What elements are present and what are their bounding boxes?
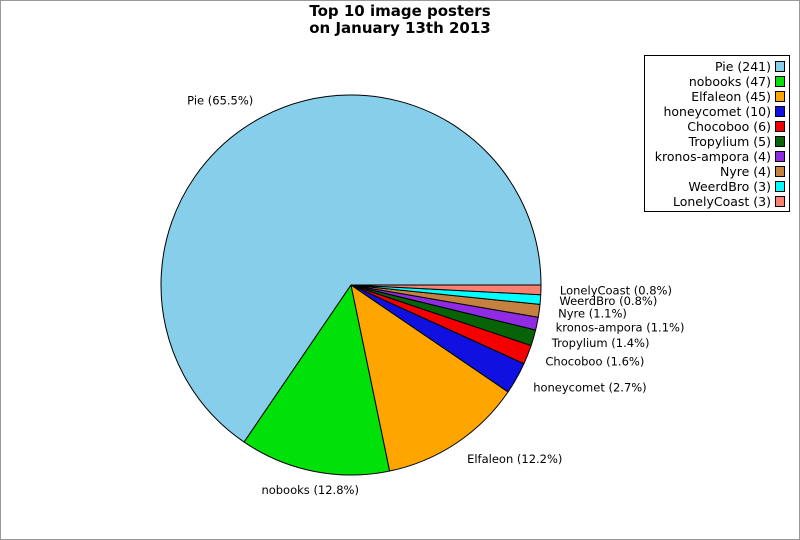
legend-item-kronos-ampora: kronos-ampora (4) bbox=[647, 149, 785, 164]
legend-swatch-Elfaleon bbox=[775, 90, 785, 102]
legend-swatch-kronos-ampora bbox=[775, 150, 785, 162]
slice-label-Chocoboo: Chocoboo (1.6%) bbox=[545, 355, 644, 369]
legend-item-Nyre: Nyre (4) bbox=[647, 164, 785, 179]
legend-swatch-Tropylium bbox=[775, 135, 785, 147]
legend-swatch-LonelyCoast bbox=[775, 195, 785, 207]
legend-label-honeycomet: honeycomet (10) bbox=[663, 103, 771, 119]
pie-slice-Elfaleon bbox=[350, 284, 509, 472]
legend-label-LonelyCoast: LonelyCoast (3) bbox=[672, 193, 771, 209]
legend-item-LonelyCoast: LonelyCoast (3) bbox=[647, 194, 785, 209]
legend-label-nobooks: nobooks (47) bbox=[688, 73, 771, 89]
pie-slice-nobooks bbox=[243, 284, 391, 476]
slice-label-Tropylium: Tropylium (1.4%) bbox=[551, 336, 650, 350]
pie-slice-Pie bbox=[160, 94, 542, 443]
legend-item-WeerdBro: WeerdBro (3) bbox=[647, 179, 785, 194]
legend: Pie (241) nobooks (47) Elfaleon (45) honeyc… bbox=[644, 55, 790, 212]
pie-slice-LonelyCoast bbox=[350, 284, 542, 296]
legend-swatch-Nyre bbox=[775, 165, 785, 177]
legend-label-WeerdBro: WeerdBro (3) bbox=[688, 178, 771, 194]
slice-label-Elfaleon: Elfaleon (12.2%) bbox=[467, 452, 562, 466]
legend-item-nobooks: nobooks (47) bbox=[647, 74, 785, 89]
slice-label-honeycomet: honeycomet (2.7%) bbox=[533, 380, 646, 394]
slice-label-WeerdBro: WeerdBro (0.8%) bbox=[559, 294, 657, 308]
chart-title: Top 10 image posters on January 13th 201… bbox=[0, 3, 800, 37]
legend-swatch-Chocoboo bbox=[775, 120, 785, 132]
legend-label-Elfaleon: Elfaleon (45) bbox=[691, 88, 771, 104]
chart-title-line2: on January 13th 2013 bbox=[309, 19, 491, 37]
slice-label-LonelyCoast: LonelyCoast (0.8%) bbox=[560, 283, 672, 297]
slice-label-Nyre: Nyre (1.1%) bbox=[558, 307, 627, 321]
legend-item-Pie: Pie (241) bbox=[647, 59, 785, 74]
legend-label-Tropylium: Tropylium (5) bbox=[688, 133, 771, 149]
legend-label-Nyre: Nyre (4) bbox=[720, 163, 771, 179]
legend-swatch-Pie bbox=[775, 60, 785, 72]
slice-label-kronos-ampora: kronos-ampora (1.1%) bbox=[556, 321, 685, 335]
slice-label-Pie: Pie (65.5%) bbox=[187, 93, 253, 107]
legend-swatch-WeerdBro bbox=[775, 180, 785, 192]
legend-swatch-nobooks bbox=[775, 75, 785, 87]
legend-item-honeycomet: honeycomet (10) bbox=[647, 104, 785, 119]
legend-label-kronos-ampora: kronos-ampora (4) bbox=[654, 148, 771, 164]
slice-label-nobooks: nobooks (12.8%) bbox=[261, 483, 359, 497]
legend-label-Pie: Pie (241) bbox=[714, 58, 771, 74]
legend-item-Elfaleon: Elfaleon (45) bbox=[647, 89, 785, 104]
legend-item-Tropylium: Tropylium (5) bbox=[647, 134, 785, 149]
legend-swatch-honeycomet bbox=[775, 105, 785, 117]
legend-item-Chocoboo: Chocoboo (6) bbox=[647, 119, 785, 134]
legend-label-Chocoboo: Chocoboo (6) bbox=[687, 118, 771, 134]
chart-title-line1: Top 10 image posters bbox=[309, 2, 491, 20]
